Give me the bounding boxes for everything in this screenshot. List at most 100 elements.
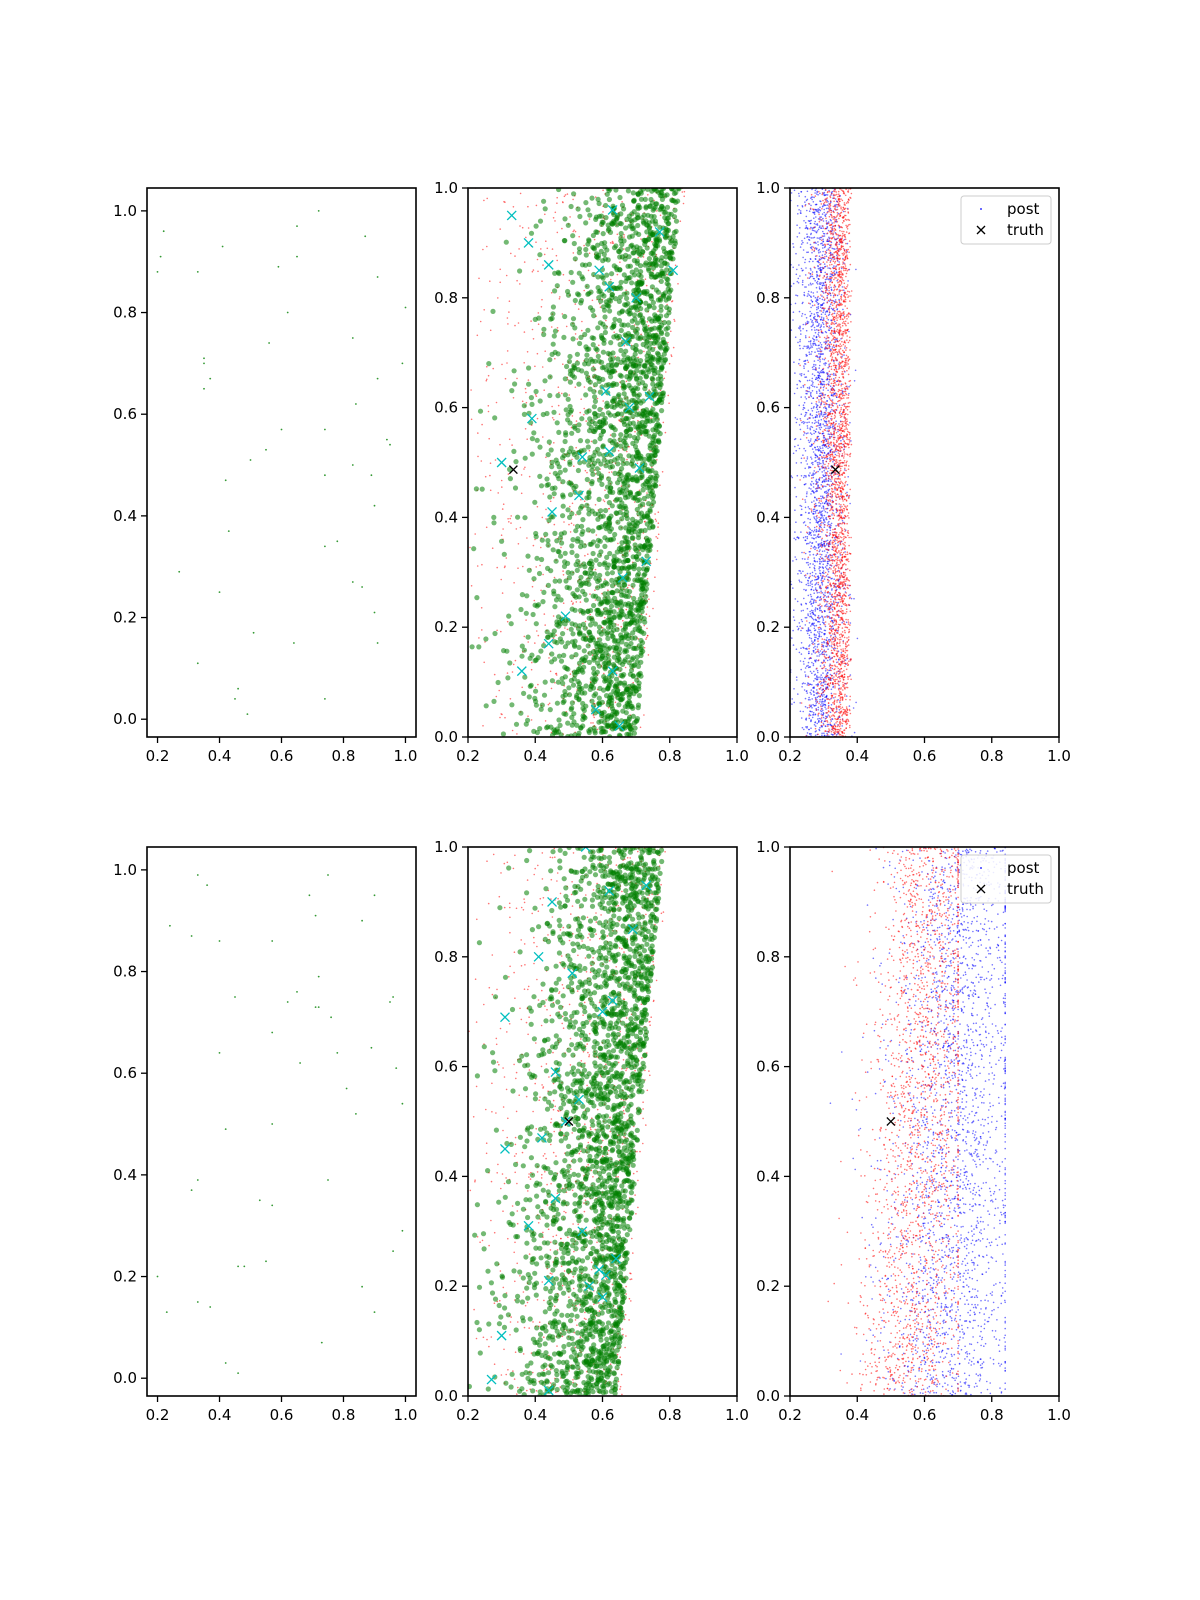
data-point xyxy=(816,274,818,277)
data-point xyxy=(807,558,809,560)
data-point xyxy=(819,569,821,572)
data-point xyxy=(574,553,580,559)
data-point xyxy=(634,718,640,724)
data-point xyxy=(639,726,642,729)
data-point xyxy=(543,613,546,615)
data-point xyxy=(539,556,545,563)
data-point xyxy=(605,227,612,233)
data-point xyxy=(818,416,821,418)
data-point xyxy=(836,396,838,399)
data-point xyxy=(618,403,624,409)
data-point xyxy=(643,428,649,435)
data-point xyxy=(611,564,617,570)
data-point xyxy=(489,489,492,492)
data-point xyxy=(657,522,660,524)
data-point xyxy=(616,732,622,737)
data-point xyxy=(579,411,581,414)
data-point xyxy=(819,206,821,209)
data-point xyxy=(555,672,558,675)
data-point xyxy=(824,604,827,606)
data-point xyxy=(602,211,604,213)
data-point xyxy=(500,534,503,536)
data-point xyxy=(591,245,597,251)
data-point xyxy=(806,632,809,635)
data-point xyxy=(814,296,817,299)
data-point xyxy=(645,638,647,640)
data-point xyxy=(826,723,829,726)
data-point xyxy=(829,385,832,388)
data-point xyxy=(567,379,574,385)
data-point xyxy=(624,290,630,296)
data-point xyxy=(815,406,818,409)
data-point xyxy=(604,554,610,561)
data-point xyxy=(616,503,622,509)
data-point xyxy=(661,245,667,251)
data-point xyxy=(830,458,832,460)
data-point xyxy=(833,300,836,303)
data-point xyxy=(595,285,601,291)
data-point xyxy=(528,395,535,401)
data-point xyxy=(809,343,812,345)
data-point xyxy=(506,672,509,674)
data-point xyxy=(538,706,544,712)
data-point xyxy=(834,198,837,200)
data-point xyxy=(830,692,833,695)
data-point xyxy=(615,672,618,675)
data-point xyxy=(800,475,803,477)
data-point xyxy=(572,602,574,604)
data-point xyxy=(570,316,577,322)
data-point xyxy=(593,238,596,241)
data-point xyxy=(577,631,583,637)
data-point xyxy=(802,327,804,330)
data-point xyxy=(809,683,811,686)
data-point xyxy=(628,426,634,432)
data-point xyxy=(798,344,801,347)
data-point xyxy=(584,502,590,508)
data-point xyxy=(821,358,824,360)
data-point xyxy=(821,702,823,704)
data-point xyxy=(682,202,685,205)
data-point xyxy=(536,352,539,355)
data-point xyxy=(608,507,610,510)
data-point xyxy=(593,716,595,719)
data-point xyxy=(798,579,800,581)
data-point xyxy=(519,653,525,659)
data-point xyxy=(646,578,649,580)
data-point xyxy=(646,606,649,608)
data-point xyxy=(627,274,633,281)
data-point xyxy=(522,674,528,680)
data-point xyxy=(826,294,829,297)
data-point xyxy=(822,380,824,383)
scatter-panel-top-right: 0.2 0.4 0.6 0.8 1.00.00.20.40.60.81.0posttru… xyxy=(756,179,1071,765)
data-point xyxy=(572,297,578,304)
data-point-x-marker xyxy=(641,556,652,567)
data-point xyxy=(537,270,539,273)
data-point-x-marker xyxy=(574,490,584,501)
data-point xyxy=(585,444,591,450)
data-point xyxy=(817,463,819,466)
data-point xyxy=(577,340,583,347)
data-point xyxy=(547,703,550,706)
data-point xyxy=(556,327,559,329)
data-point xyxy=(654,513,656,515)
data-point xyxy=(645,493,651,499)
data-point xyxy=(679,220,682,222)
data-point xyxy=(629,280,635,286)
data-point xyxy=(486,365,488,368)
data-point xyxy=(846,242,849,245)
data-point xyxy=(824,703,826,706)
data-point xyxy=(508,621,514,627)
data-point xyxy=(638,188,644,195)
data-point xyxy=(814,488,817,490)
data-point xyxy=(499,228,502,230)
data-point xyxy=(578,297,585,304)
data-point xyxy=(600,231,606,237)
data-point xyxy=(624,666,627,669)
data-point xyxy=(616,611,622,617)
data-point xyxy=(588,425,594,431)
data-point xyxy=(622,647,628,653)
data-point xyxy=(569,606,575,612)
data-point xyxy=(810,269,812,271)
data-point xyxy=(610,382,616,388)
data-point xyxy=(521,647,528,653)
